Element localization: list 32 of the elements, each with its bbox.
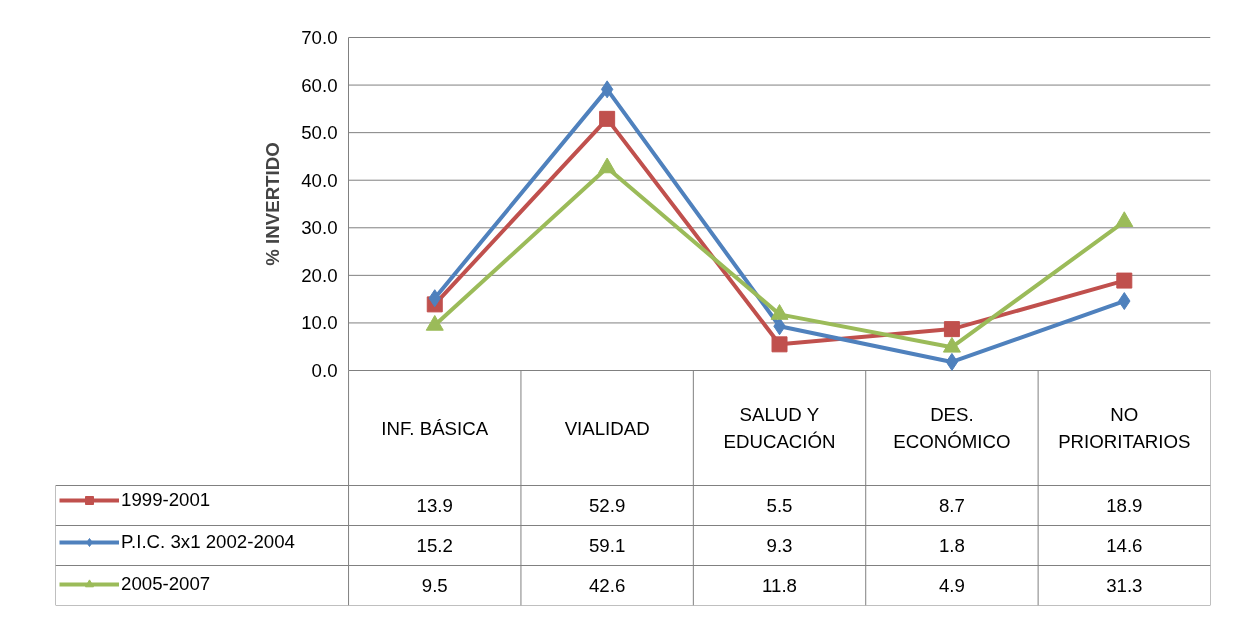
- x-tick-label: NO PRIORITARIOS: [1058, 403, 1191, 453]
- data-label: 9.5: [421, 575, 448, 596]
- legend-label: 1999-2001: [121, 489, 211, 511]
- legend-label: P.I.C. 3x1 2002-2004: [121, 531, 295, 553]
- data-label: 11.8: [762, 575, 797, 596]
- x-tick-label: DES. ECONÓMICO: [893, 403, 1011, 453]
- data-label: 5.5: [766, 495, 793, 516]
- y-tick-label: 30.0: [301, 217, 338, 239]
- data-label: 13.9: [416, 495, 453, 516]
- y-tick-label: 50.0: [301, 122, 338, 144]
- y-tick-label: 20.0: [301, 264, 338, 286]
- x-tick-label: VIALIDAD: [564, 417, 650, 439]
- data-label: 15.2: [416, 535, 453, 556]
- legend-label: 2005-2007: [121, 573, 211, 595]
- data-label: 14.6: [1106, 535, 1143, 556]
- data-label: 31.3: [1106, 575, 1143, 596]
- data-label: 42.6: [588, 575, 626, 596]
- data-label: 9.3: [766, 535, 793, 556]
- y-tick-label: 70.0: [301, 27, 338, 48]
- x-tick-label: INF. BÁSICA: [381, 417, 489, 439]
- x-tick-label: SALUD Y EDUCACIÓN: [723, 403, 836, 453]
- data-label: 18.9: [1106, 495, 1143, 516]
- data-label: 8.7: [938, 495, 965, 516]
- data-label: 1.8: [938, 535, 965, 556]
- y-axis-title: % INVERTIDO: [262, 142, 284, 266]
- y-tick-label: 60.0: [301, 74, 338, 96]
- y-tick-label: 40.0: [301, 169, 338, 191]
- data-label: 52.9: [588, 495, 626, 516]
- data-label: 4.9: [938, 575, 965, 596]
- y-tick-label: 10.0: [301, 312, 338, 334]
- data-label: 59.1: [588, 535, 626, 556]
- y-tick-label: 0.0: [311, 360, 338, 381]
